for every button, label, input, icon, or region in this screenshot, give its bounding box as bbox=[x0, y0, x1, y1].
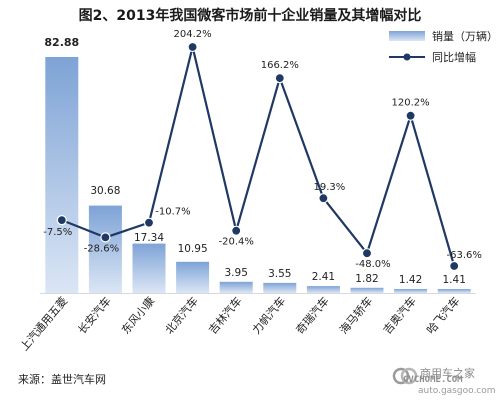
x-tick-label: 哈飞汽车 bbox=[423, 294, 462, 337]
growth-value-label: -10.7% bbox=[155, 207, 190, 218]
bar bbox=[306, 286, 340, 293]
growth-value-label: -48.0% bbox=[355, 259, 390, 270]
bar-value-label: 17.34 bbox=[134, 232, 164, 244]
growth-value-label: -20.4% bbox=[219, 237, 254, 248]
bar bbox=[45, 57, 79, 293]
watermark-logo-icon bbox=[392, 367, 418, 385]
bar bbox=[437, 289, 471, 293]
bar bbox=[263, 282, 297, 293]
growth-point bbox=[361, 248, 373, 259]
bar-value-label: 1.82 bbox=[355, 273, 378, 285]
growth-value-label: -63.6% bbox=[447, 250, 482, 261]
legend-bar-swatch bbox=[389, 31, 425, 41]
x-tick-label: 东风小康 bbox=[118, 294, 157, 337]
bar-value-label: 1.42 bbox=[399, 274, 422, 286]
growth-point bbox=[231, 225, 242, 236]
x-tick-label: 力帆汽车 bbox=[249, 294, 288, 337]
legend-bar-label: 销量（万辆） bbox=[432, 29, 498, 43]
chart-title: 图2、2013年我国微客市场前十企业销量及其增幅对比 bbox=[78, 8, 422, 24]
bar-value-label: 82.88 bbox=[44, 36, 79, 49]
x-tick-label: 奇瑞汽车 bbox=[293, 294, 332, 337]
x-tick-label: 吉林汽车 bbox=[205, 294, 244, 337]
watermark-line2: CVCHOME.COM bbox=[403, 375, 463, 385]
source-note: 来源：盖世汽车网 bbox=[18, 373, 106, 386]
growth-point bbox=[187, 41, 198, 53]
bar-value-label: 2.41 bbox=[312, 271, 335, 283]
legend-line-marker bbox=[403, 53, 411, 61]
growth-line bbox=[61, 45, 456, 267]
growth-value-label: 120.2% bbox=[392, 98, 430, 109]
bar bbox=[394, 289, 428, 293]
growth-point bbox=[56, 215, 67, 226]
x-tick-label: 长安汽车 bbox=[75, 294, 114, 337]
bar bbox=[350, 287, 384, 293]
bar bbox=[219, 281, 253, 293]
growth-point bbox=[143, 217, 155, 228]
watermark-line1: 商用车之家 bbox=[420, 367, 475, 380]
growth-value-label: 19.3% bbox=[314, 182, 346, 193]
bar-value-label: 1.41 bbox=[443, 274, 466, 286]
x-tick-label: 海马轿车 bbox=[336, 294, 375, 337]
growth-point bbox=[318, 193, 329, 204]
growth-value-label: 204.2% bbox=[174, 29, 212, 40]
growth-point bbox=[405, 110, 416, 121]
legend-line-label: 同比增幅 bbox=[432, 50, 476, 64]
bar bbox=[176, 261, 210, 293]
growth-point bbox=[449, 260, 460, 272]
growth-point bbox=[274, 72, 285, 84]
growth-value-label: -28.6% bbox=[84, 243, 119, 254]
growth-point bbox=[100, 232, 111, 243]
bar bbox=[88, 205, 122, 293]
bar-value-label: 3.95 bbox=[225, 267, 248, 279]
bar bbox=[132, 243, 166, 293]
x-tick-label: 上汽通用五菱 bbox=[17, 294, 70, 354]
watermark-line3: auto.gasgoo.com bbox=[418, 386, 496, 396]
growth-value-label: 166.2% bbox=[261, 60, 299, 71]
x-tick-label: 北京汽车 bbox=[162, 294, 201, 337]
bar-value-label: 3.55 bbox=[268, 268, 291, 280]
x-tick-label: 吉奥汽车 bbox=[380, 294, 419, 337]
bar-value-label: 30.68 bbox=[90, 185, 120, 197]
growth-value-label: -7.5% bbox=[43, 227, 72, 238]
bar-value-label: 10.95 bbox=[178, 243, 208, 255]
